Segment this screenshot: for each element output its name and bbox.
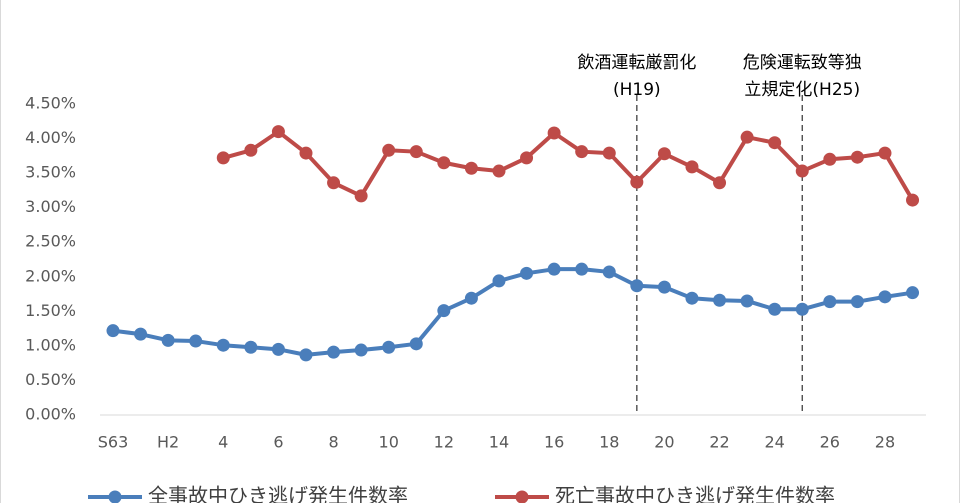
data-point <box>520 151 534 165</box>
series-line <box>222 129 915 202</box>
y-tick-label: 0.50% <box>25 370 76 389</box>
data-point <box>713 176 727 190</box>
data-point <box>106 324 120 338</box>
data-point <box>602 146 616 160</box>
data-point <box>795 164 809 178</box>
data-point <box>437 156 451 170</box>
legend-label: 全事故中ひき逃げ発生件数率 <box>148 484 408 503</box>
data-point <box>327 345 341 359</box>
x-tick-label: H2 <box>157 433 179 452</box>
data-point <box>354 343 368 357</box>
data-point <box>409 145 423 159</box>
data-point <box>878 290 892 304</box>
x-tick-label: 24 <box>765 433 785 452</box>
annotation: 立規定化(H25) <box>744 80 860 100</box>
data-point <box>906 193 920 207</box>
annotation: (H19) <box>613 80 661 100</box>
data-point <box>685 160 699 174</box>
x-tick-label: 8 <box>328 433 338 452</box>
annotation: 飲酒運転厳罰化 <box>577 53 696 73</box>
y-tick-label: 4.00% <box>25 128 76 147</box>
data-point <box>547 262 561 276</box>
data-point <box>299 348 313 362</box>
y-tick-label: 2.50% <box>25 232 76 251</box>
x-tick-label: 14 <box>489 433 509 452</box>
data-point <box>906 286 920 300</box>
data-point <box>850 295 864 309</box>
y-tick-label: 0.00% <box>25 405 76 424</box>
data-point <box>878 146 892 160</box>
y-tick-label: 3.00% <box>25 197 76 216</box>
data-point <box>492 164 506 178</box>
data-point <box>271 342 285 356</box>
annotation: 危険運転致等独 <box>743 53 862 73</box>
data-point <box>299 146 313 160</box>
x-tick-label: 12 <box>434 433 454 452</box>
data-point <box>464 291 478 305</box>
data-point <box>740 130 754 144</box>
series-line <box>112 267 913 357</box>
data-point <box>657 280 671 294</box>
data-point <box>850 150 864 164</box>
x-tick-label: 22 <box>709 433 729 452</box>
x-tick-label: 16 <box>544 433 564 452</box>
data-point <box>161 333 175 347</box>
data-point <box>492 274 506 288</box>
data-point <box>713 293 727 307</box>
legend-marker <box>108 490 122 503</box>
x-tick-label: 4 <box>218 433 228 452</box>
y-tick-label: 3.50% <box>25 163 76 182</box>
x-tick-label: 10 <box>379 433 399 452</box>
x-tick-label: 6 <box>273 433 283 452</box>
x-tick-label: 18 <box>599 433 619 452</box>
x-tick-label: 20 <box>654 433 674 452</box>
data-point <box>409 337 423 351</box>
y-tick-label: 1.50% <box>25 301 76 320</box>
x-tick-label: S63 <box>98 433 129 452</box>
data-point <box>244 340 258 354</box>
data-point <box>823 152 837 166</box>
data-point <box>630 175 644 189</box>
data-point <box>382 340 396 354</box>
x-tick-label: 28 <box>875 433 895 452</box>
data-point <box>216 338 230 352</box>
data-point <box>602 265 616 279</box>
data-point <box>271 125 285 139</box>
data-point <box>657 147 671 161</box>
y-tick-label: 2.00% <box>25 266 76 285</box>
y-tick-label: 4.50% <box>25 94 76 113</box>
data-point <box>740 294 754 308</box>
x-tick-label: 26 <box>820 433 840 452</box>
data-point <box>795 302 809 316</box>
data-point <box>354 189 368 203</box>
data-point <box>327 176 341 190</box>
data-point <box>768 302 782 316</box>
legend-marker <box>515 490 529 503</box>
data-point <box>382 143 396 157</box>
data-point <box>464 161 478 175</box>
data-point <box>547 126 561 140</box>
data-point <box>685 291 699 305</box>
legend-label: 死亡事故中ひき逃げ発生件数率 <box>555 484 835 503</box>
data-point <box>575 262 589 276</box>
data-point <box>768 136 782 150</box>
data-point <box>520 266 534 280</box>
y-tick-label: 1.00% <box>25 335 76 354</box>
data-point <box>216 151 230 165</box>
data-point <box>437 304 451 318</box>
data-point <box>823 295 837 309</box>
data-point <box>134 327 148 341</box>
data-point <box>189 334 203 348</box>
data-point <box>630 279 644 293</box>
data-point <box>575 145 589 159</box>
data-point <box>244 143 258 157</box>
